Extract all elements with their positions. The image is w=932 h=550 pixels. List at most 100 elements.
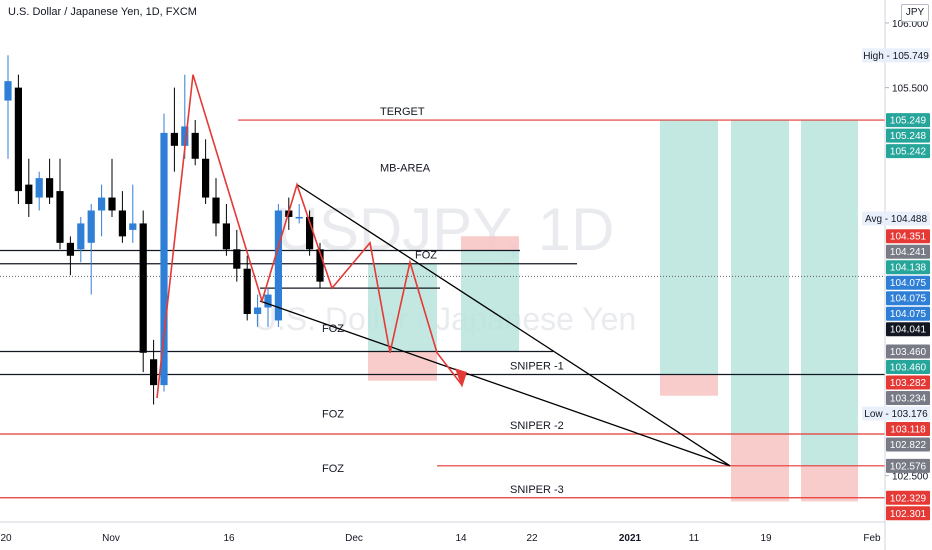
candle-body (295, 216, 303, 219)
candle-body (14, 87, 22, 192)
price-tag-label-18: 102.822 (890, 440, 927, 451)
price-tag-label-7: 104.138 (890, 263, 927, 274)
zone-target-5 (801, 120, 858, 466)
price-tag-label-8: 104.075 (890, 278, 927, 289)
candle-body (25, 184, 33, 205)
price-tag-9 (886, 291, 930, 306)
time-tick-label-3: Dec (345, 533, 363, 544)
time-tick-label-6: 2021 (619, 533, 642, 544)
candle-body (118, 210, 126, 237)
candle-body (274, 210, 282, 321)
level-label-7: SNIPER -3 (510, 484, 564, 496)
candle-body (77, 223, 85, 250)
price-tag-21 (886, 506, 930, 521)
price-tag-label-16: Low - 103.176 (864, 409, 928, 420)
price-axis-panel (885, 0, 932, 550)
price-tag-label-19: 102.576 (890, 461, 927, 472)
candle-body (264, 294, 272, 308)
price-tag-label-5: 104.351 (890, 232, 927, 243)
price-tick-label-2: 102.500 (892, 472, 929, 483)
price-tick-label-0: 106.000 (892, 19, 929, 30)
candle-body (170, 132, 178, 146)
price-tag-label-9: 104.075 (890, 294, 927, 305)
time-tick-label-1: Nov (102, 533, 120, 544)
candle-body (222, 223, 230, 250)
price-tag-10 (886, 306, 930, 321)
level-label-5: SNIPER -2 (510, 420, 564, 432)
time-tick-label-7: 11 (689, 533, 700, 544)
price-tag-2 (886, 128, 930, 143)
candle-body (46, 178, 54, 198)
wedge-lower-line (259, 300, 731, 467)
price-tag-4 (862, 211, 930, 226)
price-tag-label-6: 104.241 (890, 247, 927, 258)
candle-body (4, 81, 12, 101)
price-tag-17 (886, 421, 930, 436)
price-tag-0 (862, 48, 930, 63)
level-label-0: TERGET (380, 106, 425, 118)
price-tag-label-21: 102.301 (890, 509, 927, 520)
zone-stop-1 (368, 351, 437, 381)
price-tag-label-13: 103.460 (890, 362, 927, 373)
price-tag-label-15: 103.234 (890, 393, 927, 404)
annotation-4: FOZ (322, 463, 344, 475)
price-tag-7 (886, 260, 930, 275)
candle-body (160, 132, 168, 386)
candle-body (212, 197, 220, 224)
wedge-upper-line (296, 184, 731, 467)
candle-body (139, 223, 147, 353)
price-tag-label-0: High - 105.749 (863, 51, 929, 62)
time-tick-label-0: 20 (0, 533, 12, 544)
price-tag-label-11: 104.041 (890, 325, 927, 336)
zone-stop-5 (801, 465, 858, 502)
time-tick-label-2: 16 (223, 533, 235, 544)
price-tag-15 (886, 390, 930, 405)
currency-button[interactable]: JPY (901, 4, 929, 22)
time-tick-label-8: 19 (760, 533, 772, 544)
annotation-3: FOZ (322, 408, 344, 420)
time-tick-label-9: Feb (863, 533, 881, 544)
candle-body (243, 268, 251, 314)
price-tag-label-14: 103.282 (890, 378, 927, 389)
candle-body (66, 242, 74, 256)
annotation-2: FOZ (322, 323, 344, 335)
level-label-4: SNIPER -1 (510, 361, 564, 373)
candle-body (254, 307, 262, 314)
candle-body (202, 158, 210, 198)
zone-target-3 (660, 120, 718, 375)
watermark-symbol: USDJPY, 1D (275, 196, 614, 263)
price-tag-label-2: 105.248 (890, 131, 927, 142)
price-tag-20 (886, 490, 930, 505)
watermark-description: U.S. Dollar / Japanese Yen (254, 301, 636, 337)
annotation-1: FOZ (415, 249, 437, 261)
candle-body (306, 216, 314, 250)
zone-stop-3 (660, 374, 718, 396)
candle-body (87, 210, 95, 243)
arrow-head (455, 368, 467, 388)
candle-body (233, 249, 241, 269)
price-tag-label-1: 105.249 (890, 116, 927, 127)
candle-body (129, 223, 137, 230)
candle-body (98, 197, 106, 211)
candle-body (150, 359, 158, 386)
candle-body (181, 126, 189, 146)
candle-body (191, 132, 199, 159)
time-tick-label-4: 14 (455, 533, 467, 544)
zone-stop-2 (461, 236, 519, 251)
price-tag-18 (886, 437, 930, 452)
price-tag-label-4: Avg - 104.488 (865, 214, 928, 225)
wave-projection-line (156, 74, 463, 399)
price-tag-19 (886, 458, 930, 473)
candle-body (35, 178, 43, 198)
price-tag-label-20: 102.329 (890, 493, 927, 504)
price-tag-1 (886, 113, 930, 128)
price-tag-label-17: 103.118 (890, 424, 926, 435)
price-tag-6 (886, 244, 930, 259)
annotation-0: MB-AREA (380, 163, 431, 175)
time-tick-label-5: 22 (526, 533, 538, 544)
candle-body (56, 191, 64, 243)
zone-stop-4 (731, 434, 789, 502)
candle-body (108, 197, 116, 211)
price-tag-16 (862, 406, 930, 421)
